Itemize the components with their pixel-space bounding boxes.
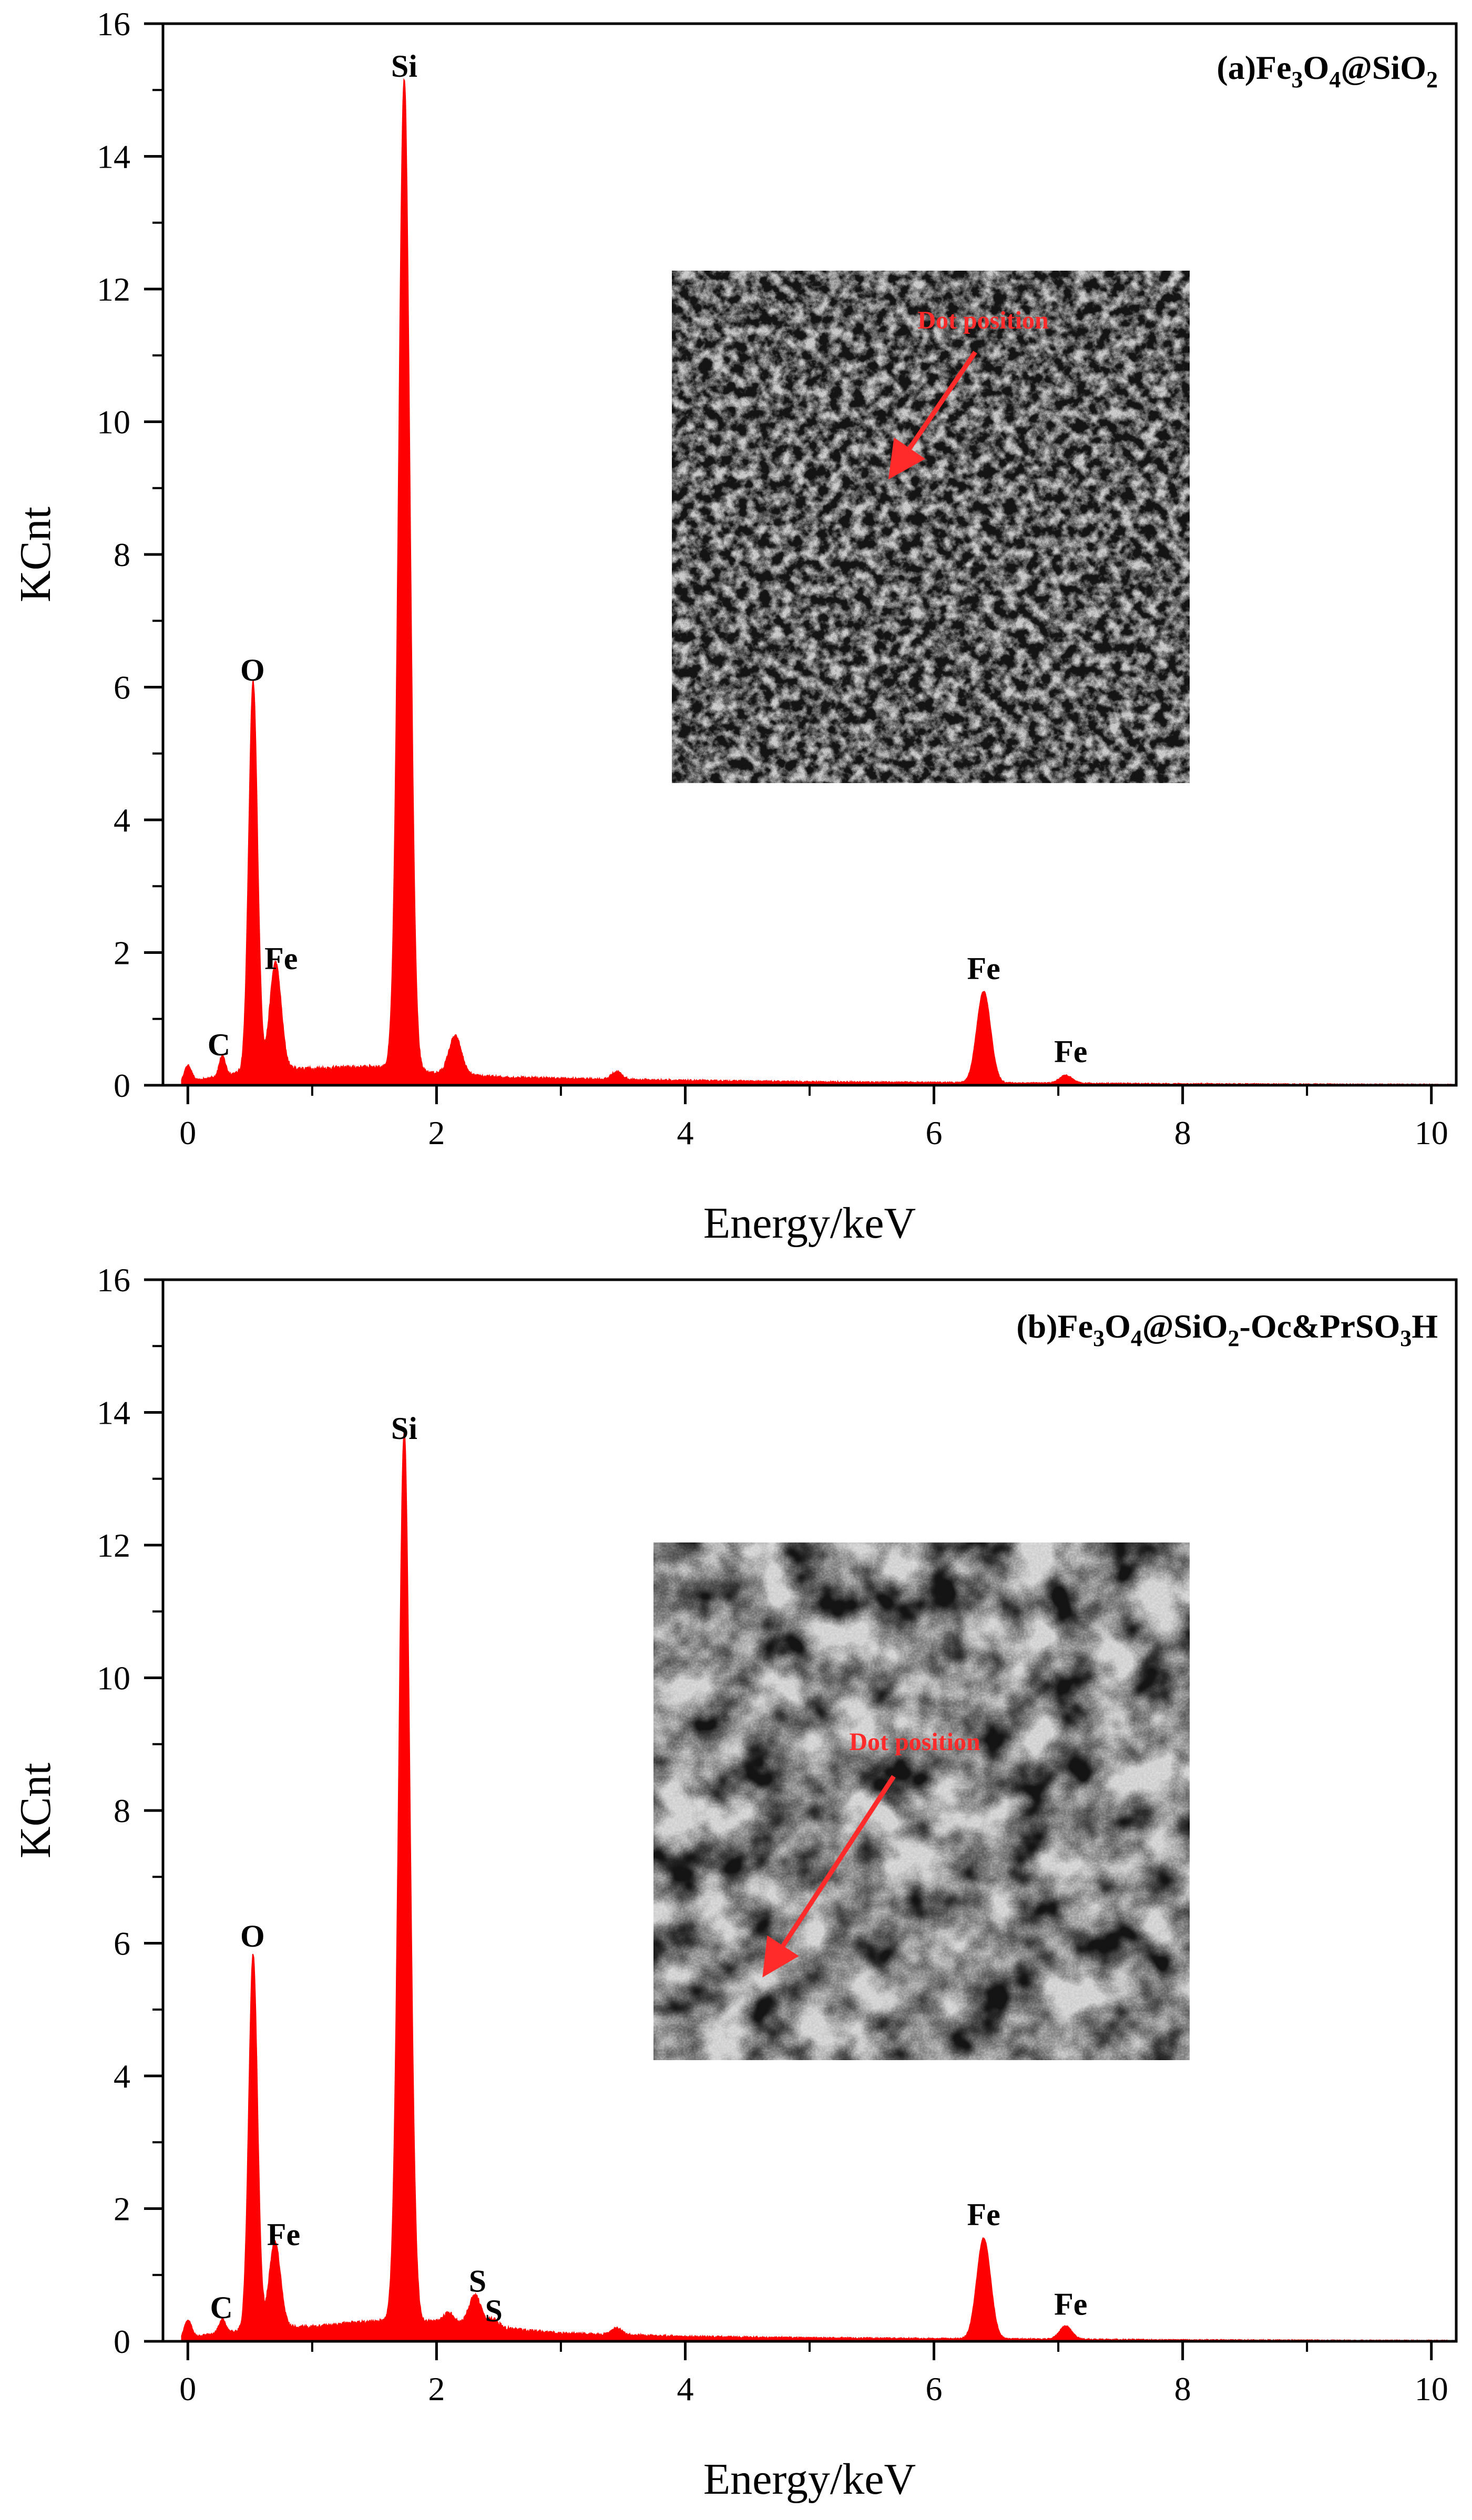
x-tick-label: 2 <box>428 1114 445 1151</box>
panel-a: Dot position 0 2 4 6 8 10 0 2 4 6 8 10 12 14 16 Energy/k… <box>11 5 1458 1248</box>
peak-label-fe: Fe <box>967 951 1000 986</box>
peak-label-s: S <box>469 2264 486 2298</box>
y-tick-label: 4 <box>114 2058 130 2095</box>
y-tick-label: 14 <box>97 1394 130 1432</box>
y-tick-label: 14 <box>97 138 130 176</box>
x-tick-label: 8 <box>1174 2370 1191 2408</box>
y-tick-label: 2 <box>114 2190 130 2228</box>
peak-label-si: Si <box>391 49 417 84</box>
y-tick-label: 8 <box>114 536 130 573</box>
panel-title: (a)Fe3​O4​@SiO2​ <box>1217 49 1438 92</box>
y-tick-label: 16 <box>97 5 130 43</box>
peak-label-fe: Fe <box>967 2197 1000 2232</box>
x-axis-title: Energy/keV <box>703 1199 916 1248</box>
x-tick-label: 4 <box>677 1114 693 1151</box>
x-tick-label: 2 <box>428 2370 445 2408</box>
x-tick-label: 8 <box>1174 1114 1191 1151</box>
peak-label-s: S <box>485 2293 503 2328</box>
y-tick-label: 16 <box>97 1261 130 1299</box>
x-tick-label: 10 <box>1415 1114 1448 1151</box>
x-tick-label: 0 <box>179 2370 196 2408</box>
y-tick-label: 12 <box>97 1527 130 1564</box>
inset-arrow <box>762 1775 896 1978</box>
x-tick-label: 6 <box>926 2370 943 2408</box>
peak-label-fe: Fe <box>264 941 298 976</box>
peak-label-o: O <box>240 1919 265 1953</box>
inset-arrow <box>888 351 977 480</box>
y-tick-label: 6 <box>114 1925 130 1962</box>
inset-dot-position-label: Dot position <box>917 306 1048 334</box>
x-tick-label: 6 <box>926 1114 943 1151</box>
y-tick-label: 6 <box>114 669 130 706</box>
sem-inset-image <box>653 1542 1190 2060</box>
peak-label-fe: Fe <box>267 2217 300 2252</box>
peak-label-o: O <box>240 653 265 687</box>
y-tick-label: 8 <box>114 1792 130 1829</box>
x-axis-title: Energy/keV <box>703 2455 916 2504</box>
y-tick-label: 10 <box>97 1660 130 1697</box>
x-tick-label: 0 <box>179 1114 196 1151</box>
y-tick-label: 4 <box>114 801 130 839</box>
y-tick-label: 0 <box>114 2323 130 2360</box>
inset-dot-position-label: Dot position <box>849 1728 980 1756</box>
y-tick-label: 0 <box>114 1067 130 1104</box>
peak-label-si: Si <box>391 1411 417 1446</box>
peak-label-c: C <box>210 2290 233 2325</box>
y-axis-title: KCnt <box>11 1763 60 1858</box>
y-tick-label: 10 <box>97 404 130 441</box>
peak-label-c: C <box>208 1027 230 1062</box>
y-tick-label: 12 <box>97 271 130 308</box>
panel-title: (b)Fe3​O4​@SiO2​-Oc&PrSO3​H <box>1016 1308 1438 1351</box>
x-tick-label: 4 <box>677 2370 693 2408</box>
peak-label-fe: Fe <box>1054 1034 1087 1069</box>
sem-inset-image <box>672 271 1190 783</box>
panel-b: Dot position 0 2 4 6 8 10 0 2 4 6 8 10 12 14 16 Energy/k… <box>11 1261 1458 2504</box>
y-tick-label: 2 <box>114 934 130 972</box>
x-tick-label: 10 <box>1415 2370 1448 2408</box>
y-axis-title: KCnt <box>11 507 60 602</box>
peak-label-fe: Fe <box>1054 2287 1087 2322</box>
